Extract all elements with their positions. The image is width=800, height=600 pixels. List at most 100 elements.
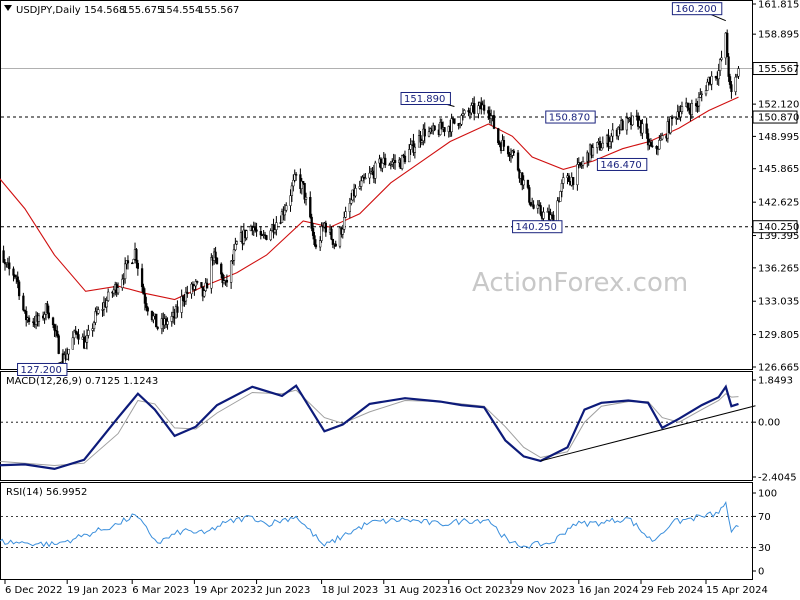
candle [292,174,295,192]
candle-body [381,162,384,169]
candle-body [726,32,729,57]
candle [73,329,76,345]
candle [263,231,267,240]
candle [265,234,268,241]
candle [320,222,323,243]
candle [330,226,333,241]
candle-body [235,241,238,245]
candle-body [331,238,335,245]
candle-body [311,228,315,236]
ohlc-open: 154.568 [84,5,125,16]
candle [338,225,342,249]
candle-body [512,150,515,154]
ohlc-high: 155.675 [122,5,163,16]
candle-body [598,141,602,151]
candle-body [521,172,524,186]
candle [51,316,55,329]
candle [360,175,363,191]
candle [215,257,219,265]
candle-body [222,280,226,284]
price-y-label: 133.035 [758,297,799,308]
candle-body [193,285,196,290]
candle [289,189,292,212]
candle-body [675,117,678,120]
candle-body [135,249,138,264]
candle [136,259,140,276]
rsi-title: RSI(14) 56.9952 [6,487,87,498]
candle-body [734,76,737,92]
candle [135,247,138,269]
candle [641,119,644,139]
rsi-y-label: 0 [758,567,764,578]
candle-body [186,291,189,295]
candle [71,331,74,350]
annotation-box [596,157,648,171]
candle [560,179,563,198]
menu-triangle-icon[interactable] [4,5,12,11]
candle-body [567,175,571,182]
candle-body [737,68,740,77]
macd-trendline [540,405,756,462]
candle [658,134,661,150]
candle [354,184,357,198]
candle [225,274,229,288]
candle [186,285,189,298]
macd-y-label: 1.8493 [758,376,793,387]
candle [66,347,69,360]
candle-body [184,291,188,302]
candle-body [214,251,217,259]
candle [54,323,58,338]
candle [245,229,248,241]
candle [180,289,183,319]
candle-body [200,282,203,288]
candle [655,145,658,155]
candle-body [136,262,140,269]
candle-body [94,311,97,323]
annotation: 146.470 [596,157,648,171]
candle-body [477,105,480,114]
candle-body [32,321,35,323]
candle [409,138,412,155]
candle-body [338,227,342,247]
rsi-y-label: 100 [758,489,777,500]
candle-body [16,276,19,283]
candle [122,273,125,286]
annotation-box [17,362,68,376]
candle-body [706,81,709,91]
candle-body [358,186,361,189]
candle-body [400,155,404,169]
candle [598,136,602,151]
candle-body [610,135,613,142]
candle-body [529,202,532,206]
candle [526,179,530,190]
candle [710,71,713,91]
candle-body [591,147,595,156]
rsi-panel [0,482,753,580]
candle-body [391,161,394,165]
candle-body [686,102,689,109]
candle-body [225,279,229,283]
annotation-label: 127.200 [21,365,62,376]
candle [302,181,305,185]
annotation-label: 140.250 [516,222,557,233]
candle-body [77,334,80,340]
candle [737,66,740,80]
price-y-label: 148.995 [758,132,799,143]
current-price-label: 155.567 [758,64,799,75]
candle [697,92,701,112]
candle [231,254,234,265]
candle [53,323,56,337]
candle-body [412,140,415,153]
candle-body [126,260,130,264]
candle [146,306,149,316]
candle-body [659,138,662,141]
candle-body [300,181,303,189]
candle-body [718,59,722,71]
candle [303,182,306,204]
candle-body [581,160,585,166]
candle-body [97,309,100,314]
candle [194,278,197,291]
candle-body [279,222,282,224]
candle-body [621,120,624,131]
